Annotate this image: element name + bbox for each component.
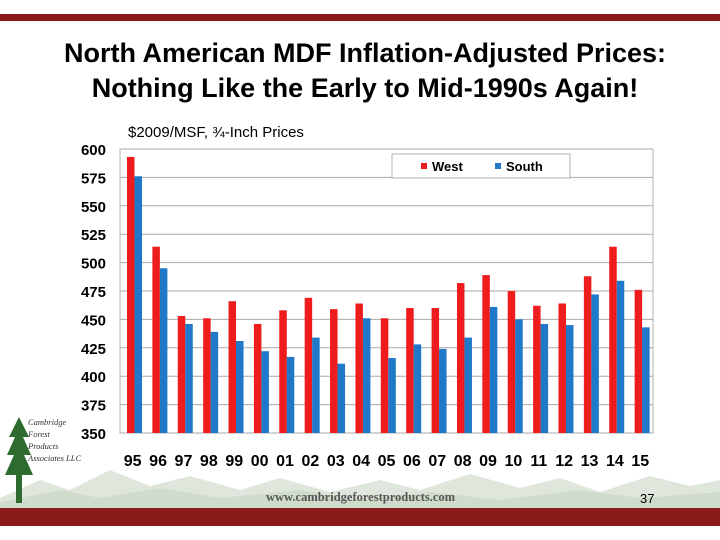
bar-south (591, 294, 599, 433)
bar-west (609, 246, 617, 433)
x-tick-label: 02 (301, 453, 319, 470)
bar-west (431, 308, 440, 433)
logo-line-1: Cambridge (28, 417, 67, 427)
bar-south (489, 306, 498, 433)
x-tick-label: 14 (606, 453, 624, 470)
bar-west (482, 275, 490, 433)
bar-west (583, 276, 592, 433)
bar-south (540, 323, 549, 433)
y-tick-label: 350 (81, 426, 106, 443)
bar-south (515, 319, 523, 433)
legend: West South (391, 153, 571, 179)
x-tick-label: 96 (149, 453, 167, 470)
x-tick-label: 12 (555, 453, 573, 470)
bar-west (634, 289, 643, 433)
x-tick-label: 97 (175, 453, 193, 470)
legend-swatch-south (495, 163, 501, 169)
legend-swatch-west (421, 163, 427, 169)
mountain-backdrop (0, 470, 720, 508)
bar-south (362, 318, 371, 433)
x-tick-label: 00 (251, 453, 269, 470)
bar-west (380, 318, 389, 433)
bar-west (456, 283, 465, 433)
bar-west (406, 308, 414, 433)
x-tick-label: 01 (276, 453, 294, 470)
x-tick-label: 10 (505, 453, 523, 470)
bar-south (236, 340, 244, 433)
y-tick-label: 400 (81, 369, 106, 386)
bar-west (253, 323, 262, 433)
y-tick-label: 500 (81, 256, 106, 273)
website-url: www.cambridgeforestproducts.com (266, 490, 456, 504)
legend-label-west: West (432, 159, 463, 174)
top-accent-bar (0, 14, 720, 21)
bar-south (565, 325, 574, 433)
bottom-accent-bar (0, 508, 720, 526)
x-tick-label: 03 (327, 453, 345, 470)
y-tick-label: 575 (81, 170, 106, 187)
bar-south (261, 351, 269, 433)
bar-south (388, 358, 396, 433)
bar-south (210, 331, 219, 433)
y-axis-unit-label: $2009/MSF, ¾-Inch Prices (128, 124, 304, 141)
x-tick-label: 08 (454, 453, 472, 470)
x-tick-labels: 95 96 97 98 99 00 01 02 03 04 05 06 07 08 09 10 11 12 13 14… (124, 453, 650, 470)
bar-south (413, 344, 422, 433)
y-tick-label: 550 (81, 199, 106, 216)
x-tick-label: 05 (378, 453, 396, 470)
bar-south (286, 356, 295, 433)
bar-south (439, 348, 447, 433)
bar-west (177, 315, 186, 433)
x-tick-label: 04 (352, 453, 370, 470)
logo-line-3: Products (28, 441, 59, 451)
y-tick-label: 525 (81, 227, 106, 244)
bar-south (616, 280, 625, 433)
y-tick-label: 375 (81, 398, 106, 415)
bar-south (312, 337, 320, 433)
bars (127, 156, 650, 433)
bar-west (533, 305, 541, 433)
bar-west (330, 309, 338, 433)
page-number: 37 (640, 491, 655, 506)
bar-south (185, 323, 193, 433)
bar-west (304, 297, 313, 433)
y-tick-label: 450 (81, 312, 106, 329)
tree-logo-icon (5, 417, 33, 503)
bar-west (355, 303, 363, 433)
x-tick-label: 99 (225, 453, 243, 470)
x-tick-label: 15 (631, 453, 649, 470)
bar-south (159, 268, 168, 433)
bar-south (464, 337, 472, 433)
bar-west (152, 246, 160, 433)
bar-west (228, 301, 237, 433)
legend-label-south: South (506, 159, 543, 174)
bar-west (127, 156, 135, 433)
bar-south (642, 327, 650, 433)
bar-south (337, 363, 346, 433)
x-tick-label: 07 (428, 453, 446, 470)
bar-west (279, 310, 287, 433)
x-tick-label: 98 (200, 453, 218, 470)
x-tick-label: 09 (479, 453, 497, 470)
x-tick-label: 95 (124, 453, 142, 470)
y-tick-label: 600 (81, 142, 106, 159)
legend-box (391, 153, 571, 179)
x-tick-label: 13 (581, 453, 599, 470)
logo-line-4: Associates LLC (28, 453, 82, 463)
y-tick-labels: 350 375 400 425 450 475 500 525 550 575 600 (81, 142, 106, 443)
title-line-2: Nothing Like the Early to Mid-1990s Agai… (91, 73, 639, 103)
bar-west (203, 318, 211, 433)
x-tick-label: 06 (403, 453, 421, 470)
x-tick-label: 11 (530, 453, 547, 470)
slide-title: North American MDF Inflation-Adjusted Pr… (20, 36, 710, 106)
bar-west (558, 303, 566, 433)
bar-south (134, 176, 142, 433)
title-line-1: North American MDF Inflation-Adjusted Pr… (63, 38, 667, 68)
y-tick-label: 425 (81, 341, 106, 358)
y-tick-label: 475 (81, 284, 106, 301)
logo-line-2: Forest (28, 429, 50, 439)
company-logo-text: Cambridge Forest Products Associates LLC (28, 416, 118, 464)
bar-west (507, 291, 516, 433)
